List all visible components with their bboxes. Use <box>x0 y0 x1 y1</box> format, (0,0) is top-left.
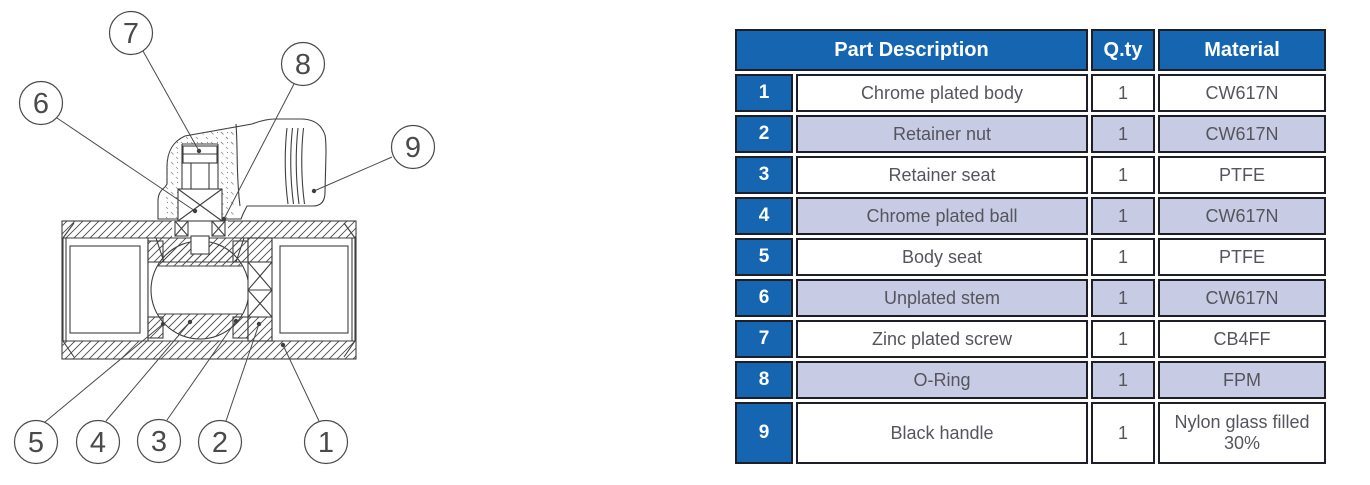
part-number-cell: 4 <box>735 197 793 235</box>
svg-text:1: 1 <box>318 427 334 459</box>
svg-text:3: 3 <box>151 426 167 458</box>
material-cell: CW617N <box>1158 115 1326 153</box>
part-description-header: Part Description <box>735 29 1088 71</box>
callout-5: 5 <box>13 419 59 465</box>
part-description-cell: Unplated stem <box>796 279 1088 317</box>
handle-boundary-line <box>235 123 241 207</box>
material-cell: Nylon glass filled 30% <box>1158 402 1326 464</box>
port-face-lines <box>65 238 353 341</box>
part-description-cell: Retainer seat <box>796 156 1088 194</box>
part-description-cell: Body seat <box>796 238 1088 276</box>
part-description-cell: Black handle <box>796 402 1088 464</box>
svg-text:6: 6 <box>33 88 49 120</box>
grip-ridge <box>284 127 289 205</box>
stem-tab <box>190 235 210 255</box>
qty-cell: 1 <box>1091 402 1155 464</box>
table-row: 1 Chrome plated body 1 CW617N <box>735 74 1326 112</box>
part-number-cell: 3 <box>735 156 793 194</box>
part-description-cell: O-Ring <box>796 361 1088 399</box>
material-cell: CW617N <box>1158 197 1326 235</box>
material-cell: CB4FF <box>1158 320 1326 358</box>
callout-8: 8 <box>280 41 326 87</box>
grip-ridge <box>290 127 295 205</box>
svg-text:5: 5 <box>28 427 44 459</box>
stem-gland <box>155 235 245 263</box>
screw-recess <box>181 143 219 189</box>
svg-text:2: 2 <box>212 427 228 459</box>
table-row: 2 Retainer nut 1 CW617N <box>735 115 1326 153</box>
part-number-cell: 2 <box>735 115 793 153</box>
part-number-cell: 7 <box>735 320 793 358</box>
table-row: 6 Unplated stem 1 CW617N <box>735 279 1326 317</box>
callout-3: 3 <box>136 418 182 464</box>
grip-ridge <box>295 127 300 205</box>
material-header: Material <box>1158 29 1326 71</box>
part-number-cell: 6 <box>735 279 793 317</box>
table-header-row: Part Description Q.ty Material <box>735 29 1326 71</box>
table-row: 9 Black handle 1 Nylon glass filled 30% <box>735 402 1326 464</box>
qty-cell: 1 <box>1091 74 1155 112</box>
material-cell: CW617N <box>1158 74 1326 112</box>
qty-cell: 1 <box>1091 279 1155 317</box>
part-number-cell: 1 <box>735 74 793 112</box>
qty-cell: 1 <box>1091 320 1155 358</box>
table-row: 8 O-Ring 1 FPM <box>735 361 1326 399</box>
part-description-cell: Retainer nut <box>796 115 1088 153</box>
right-port-thread <box>279 245 349 334</box>
part-number-cell: 8 <box>735 361 793 399</box>
material-cell: PTFE <box>1158 156 1326 194</box>
stem-shaft <box>190 161 210 190</box>
material-cell: FPM <box>1158 361 1326 399</box>
callouts: 7 8 6 9 5 <box>13 10 436 465</box>
stem-assembly <box>174 145 226 237</box>
callout-9: 9 <box>390 124 436 170</box>
table-row: 4 Chrome plated ball 1 CW617N <box>735 197 1326 235</box>
qty-cell: 1 <box>1091 115 1155 153</box>
left-port-thread <box>69 245 141 334</box>
left-port-bore <box>62 237 149 342</box>
parts-table: Part Description Q.ty Material 1 Chrome … <box>732 26 1329 467</box>
ball-bore-lines <box>158 265 242 315</box>
material-cell: PTFE <box>1158 238 1326 276</box>
callout-2: 2 <box>197 419 243 465</box>
callout-7: 7 <box>108 10 154 56</box>
valve-cross-section-svg: 7 8 6 9 5 <box>13 10 436 465</box>
svg-text:4: 4 <box>90 427 106 459</box>
part-description-cell: Chrome plated body <box>796 74 1088 112</box>
table-row: 5 Body seat 1 PTFE <box>735 238 1326 276</box>
qty-cell: 1 <box>1091 238 1155 276</box>
chamfer-lines <box>62 222 356 358</box>
qty-cell: 1 <box>1091 197 1155 235</box>
material-cell: CW617N <box>1158 279 1326 317</box>
qty-cell: 1 <box>1091 156 1155 194</box>
callout-1: 1 <box>303 419 349 465</box>
table-row: 7 Zinc plated screw 1 CB4FF <box>735 320 1326 358</box>
qty-cell: 1 <box>1091 361 1155 399</box>
valve-cross-section-diagram: 7 8 6 9 5 <box>0 0 460 485</box>
right-port-bore <box>269 237 356 342</box>
svg-text:8: 8 <box>295 49 311 81</box>
svg-text:9: 9 <box>405 132 421 164</box>
callout-6: 6 <box>18 80 64 126</box>
retainer-nut <box>247 237 273 342</box>
part-description-cell: Zinc plated screw <box>796 320 1088 358</box>
table-row: 3 Retainer seat 1 PTFE <box>735 156 1326 194</box>
leader-lines <box>44 50 393 423</box>
part-number-cell: 9 <box>735 402 793 464</box>
grip-ridge <box>301 127 306 205</box>
part-description-cell: Chrome plated ball <box>796 197 1088 235</box>
part-number-cell: 5 <box>735 238 793 276</box>
callout-4: 4 <box>75 419 121 465</box>
svg-text:7: 7 <box>123 18 139 50</box>
qty-header: Q.ty <box>1091 29 1155 71</box>
